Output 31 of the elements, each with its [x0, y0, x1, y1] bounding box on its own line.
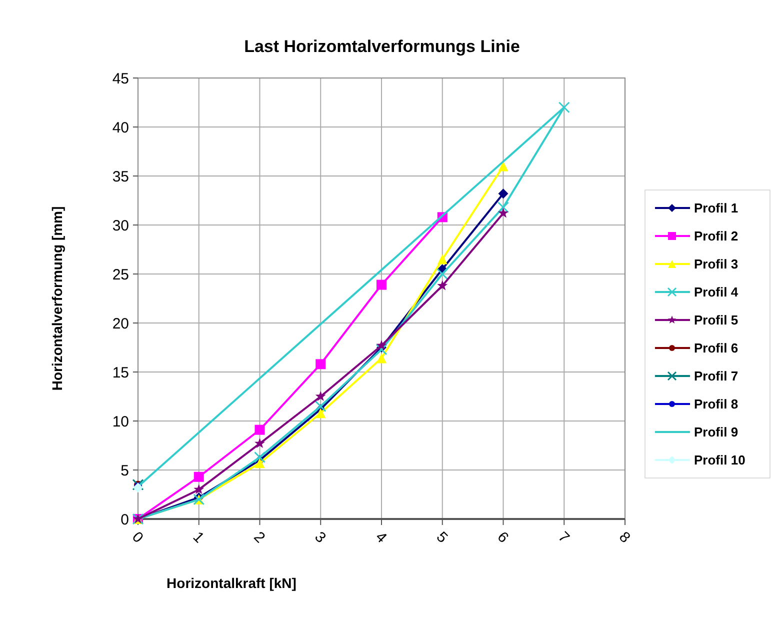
- y-tick-label: 5: [120, 462, 129, 480]
- x-tick-label: 6: [494, 528, 512, 546]
- y-tick-label: 10: [112, 413, 129, 430]
- y-tick-label: 0: [120, 511, 129, 528]
- legend-label: Profil 5: [694, 312, 738, 328]
- y-tick-label: 40: [112, 119, 129, 136]
- x-tick-label: 5: [432, 528, 451, 546]
- y-tick-label: 30: [112, 217, 129, 234]
- legend-label: Profil 3: [694, 256, 738, 272]
- x-tick-label: 1: [189, 528, 208, 546]
- y-tick-label: 35: [112, 168, 129, 186]
- legend-label: Profil 7: [694, 368, 738, 384]
- x-tick-label: 7: [554, 528, 573, 546]
- y-tick-label: 25: [112, 266, 129, 284]
- y-tick-label: 15: [112, 364, 129, 382]
- x-tick-label: 4: [372, 528, 390, 546]
- legend-label: Profil 8: [694, 396, 738, 412]
- legend-label: Profil 9: [694, 424, 738, 440]
- legend-label: Profil 2: [694, 228, 738, 244]
- legend-label: Profil 10: [694, 452, 746, 468]
- chart-title: Last Horizomtalverformungs Linie: [244, 37, 520, 56]
- x-tick-label: 2: [250, 528, 268, 546]
- legend-label: Profil 4: [694, 284, 739, 300]
- y-axis-title: Horizontalverformung [mm]: [49, 206, 65, 391]
- y-tick-label: 20: [112, 315, 129, 332]
- x-tick-label: 8: [616, 528, 634, 546]
- legend-label: Profil 6: [694, 340, 738, 356]
- y-tick-label: 45: [112, 70, 129, 88]
- x-axis-title: Horizontalkraft [kN]: [166, 575, 296, 591]
- legend-label: Profil 1: [694, 200, 738, 216]
- x-tick-label: 3: [311, 528, 330, 546]
